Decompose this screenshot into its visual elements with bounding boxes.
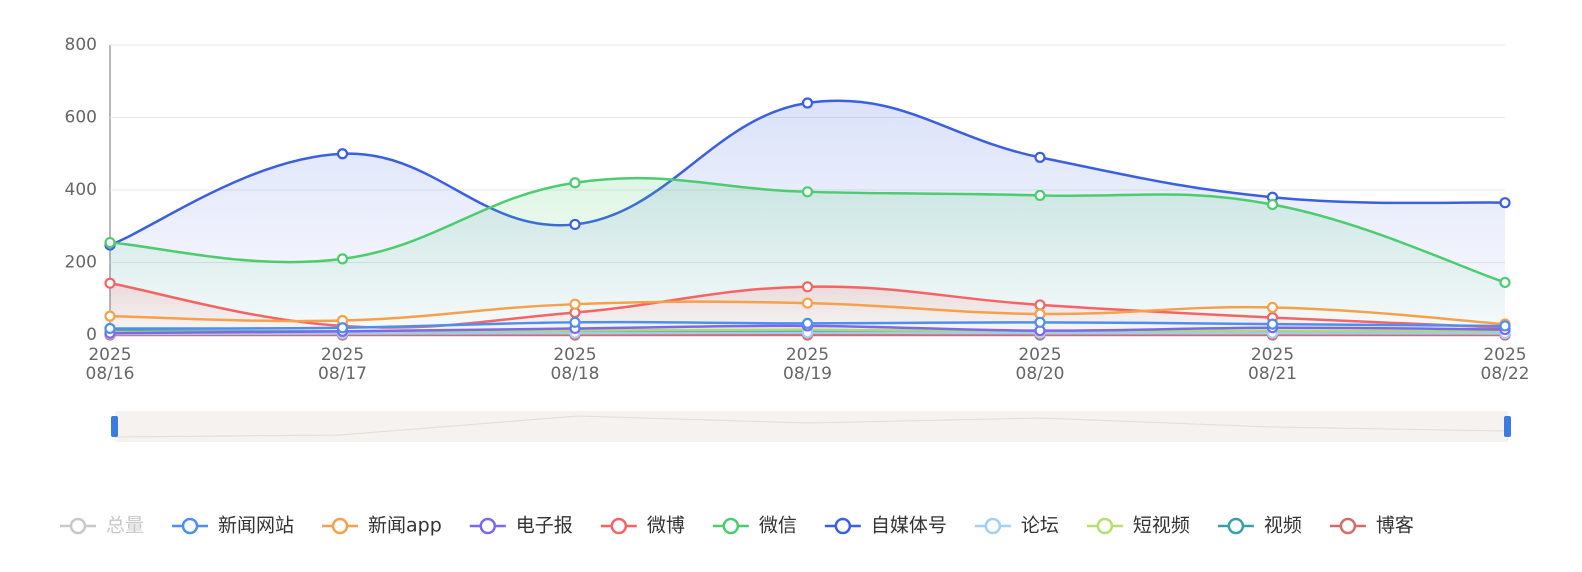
y-tick-label: 0	[86, 325, 97, 345]
legend-icon	[722, 517, 740, 535]
data-zoom-preview	[114, 415, 1506, 438]
point	[1034, 189, 1046, 202]
legend-icon	[181, 517, 199, 535]
point	[336, 253, 349, 265]
legend-label[interactable]: 论坛	[1021, 515, 1059, 537]
legend-label[interactable]: 电子报	[516, 515, 573, 537]
point	[1034, 151, 1046, 163]
x-tick-label: 2025 08/20	[1015, 345, 1065, 384]
point	[336, 148, 349, 160]
legend-label[interactable]: 自媒体号	[871, 515, 947, 537]
point	[104, 236, 116, 249]
legend-label[interactable]: 新闻app	[368, 515, 442, 537]
x-tick-label: 2025 08/22	[1480, 345, 1530, 384]
point	[801, 97, 814, 109]
legend-icon	[834, 517, 852, 535]
legend-icon	[1227, 517, 1245, 535]
y-tick-label: 200	[65, 253, 97, 273]
x-tick-label: 2025 08/17	[318, 345, 367, 384]
point	[1034, 316, 1046, 328]
point	[569, 316, 581, 328]
legend-label[interactable]: 博客	[1376, 515, 1414, 537]
zoom-handle[interactable]	[1504, 416, 1511, 437]
point	[1266, 301, 1279, 314]
point	[801, 297, 814, 309]
point	[801, 281, 814, 293]
legend-label[interactable]: 新闻网站	[218, 515, 294, 537]
point	[1499, 276, 1511, 289]
x-tick-label: 2025 08/16	[85, 345, 135, 384]
y-tick-label: 800	[65, 35, 97, 55]
legend-icon	[1339, 517, 1357, 535]
legend-icon	[479, 517, 497, 535]
legend-icon	[610, 517, 628, 535]
x-tick-label: 2025 08/21	[1248, 345, 1297, 384]
legend-label[interactable]: 视频	[1264, 515, 1302, 537]
point	[104, 277, 116, 289]
point	[104, 322, 116, 335]
y-tick-label: 400	[65, 180, 97, 200]
x-tick-label: 2025 08/19	[783, 345, 832, 384]
legend-icon	[331, 517, 349, 535]
legend-icon	[984, 517, 1002, 535]
point	[569, 177, 581, 189]
legend-icon	[1096, 517, 1114, 535]
point	[1266, 318, 1279, 330]
area	[110, 178, 1505, 335]
point	[1266, 198, 1279, 211]
point	[1499, 197, 1511, 209]
point	[801, 186, 814, 198]
legend-label[interactable]: 短视频	[1133, 515, 1190, 537]
point	[569, 298, 581, 310]
legend-label[interactable]: 微信	[759, 515, 797, 537]
point	[569, 218, 581, 231]
zoom-handle[interactable]	[111, 416, 118, 437]
legend-icon	[69, 517, 87, 535]
point	[1034, 299, 1046, 311]
point	[1499, 320, 1511, 332]
y-tick-label: 600	[65, 108, 97, 128]
legend-label[interactable]: 总量	[106, 515, 144, 537]
x-tick-label: 2025 08/18	[550, 345, 600, 384]
point	[801, 317, 814, 329]
point	[336, 322, 349, 334]
point	[104, 310, 116, 322]
data-zoom[interactable]	[115, 411, 1508, 442]
legend-label[interactable]: 微博	[647, 515, 685, 537]
